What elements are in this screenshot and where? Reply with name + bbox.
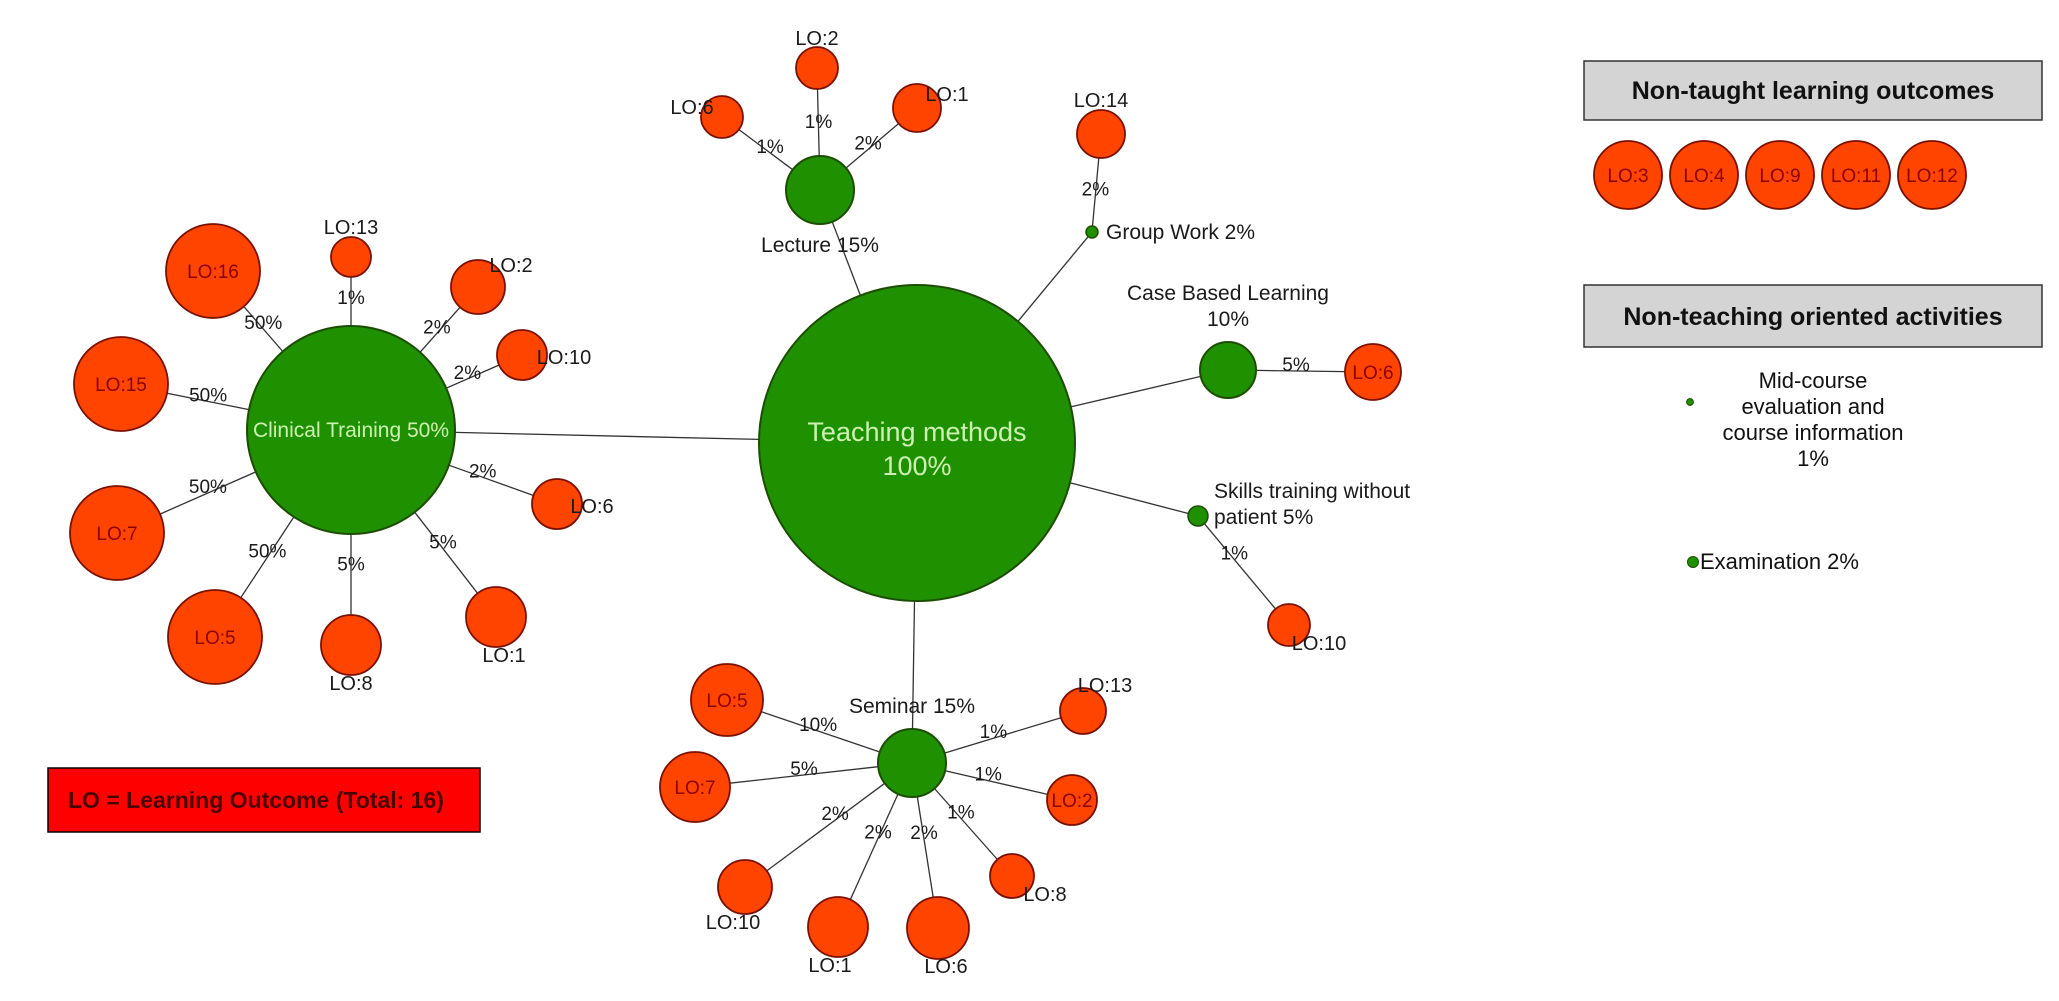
- svg-text:5%: 5%: [429, 533, 457, 554]
- svg-text:LO:6: LO:6: [670, 97, 713, 119]
- svg-text:LO:5: LO:5: [706, 691, 747, 712]
- svg-text:Seminar 15%: Seminar 15%: [849, 695, 975, 718]
- svg-text:Non-taught learning outcomes: Non-taught learning outcomes: [1632, 77, 1995, 105]
- svg-text:LO:7: LO:7: [96, 524, 137, 545]
- svg-text:LO:5: LO:5: [194, 628, 235, 649]
- svg-text:LO:1: LO:1: [808, 955, 851, 977]
- svg-text:50%: 50%: [244, 313, 282, 334]
- svg-text:Non-teaching oriented activiti: Non-teaching oriented activities: [1623, 303, 2002, 331]
- svg-text:LO:14: LO:14: [1074, 90, 1128, 112]
- svg-text:1%: 1%: [805, 112, 833, 133]
- svg-text:2%: 2%: [454, 363, 482, 384]
- svg-text:LO:1: LO:1: [482, 645, 525, 667]
- svg-text:50%: 50%: [248, 541, 286, 562]
- svg-text:LO:1: LO:1: [925, 84, 968, 106]
- svg-text:50%: 50%: [189, 385, 227, 406]
- svg-text:1%: 1%: [756, 137, 784, 158]
- svg-text:LO:8: LO:8: [1023, 884, 1066, 906]
- svg-text:5%: 5%: [1282, 355, 1310, 376]
- svg-text:2%: 2%: [469, 461, 497, 482]
- svg-text:Mid-course: Mid-course: [1759, 368, 1868, 393]
- svg-text:1%: 1%: [980, 722, 1008, 743]
- svg-text:1%: 1%: [1221, 544, 1249, 565]
- svg-text:LO:3: LO:3: [1607, 166, 1648, 187]
- svg-text:LO:11: LO:11: [1831, 166, 1881, 187]
- svg-text:5%: 5%: [337, 555, 365, 576]
- svg-text:LO:10: LO:10: [537, 347, 591, 369]
- svg-text:2%: 2%: [854, 133, 882, 154]
- svg-text:LO:15: LO:15: [95, 375, 147, 396]
- svg-text:LO:10: LO:10: [706, 912, 760, 934]
- svg-text:Group Work 2%: Group Work 2%: [1106, 221, 1255, 244]
- svg-text:LO:6: LO:6: [570, 496, 613, 518]
- svg-text:LO:6: LO:6: [1352, 363, 1393, 384]
- svg-text:LO:2: LO:2: [795, 28, 838, 50]
- svg-text:LO:2: LO:2: [1051, 791, 1092, 812]
- svg-text:LO:13: LO:13: [324, 217, 378, 239]
- svg-text:2%: 2%: [864, 822, 892, 843]
- svg-text:1%: 1%: [1797, 446, 1829, 471]
- svg-text:LO:16: LO:16: [187, 262, 239, 283]
- svg-text:LO:6: LO:6: [924, 956, 967, 978]
- svg-text:LO:12: LO:12: [1906, 166, 1958, 187]
- svg-text:LO:13: LO:13: [1078, 675, 1132, 697]
- svg-text:LO:7: LO:7: [674, 778, 715, 799]
- svg-text:LO = Learning Outcome (Total:: LO = Learning Outcome (Total: 16): [68, 787, 444, 813]
- svg-text:2%: 2%: [1082, 179, 1110, 200]
- svg-text:LO:9: LO:9: [1759, 166, 1800, 187]
- svg-text:Examination 2%: Examination 2%: [1700, 549, 1859, 574]
- svg-text:LO:4: LO:4: [1683, 166, 1725, 187]
- svg-text:LO:10: LO:10: [1292, 633, 1346, 655]
- svg-text:course information: course information: [1723, 420, 1904, 445]
- svg-text:10%: 10%: [799, 715, 837, 736]
- svg-text:Clinical Training 50%: Clinical Training 50%: [253, 419, 449, 442]
- svg-text:1%: 1%: [947, 802, 975, 823]
- svg-text:2%: 2%: [910, 823, 938, 844]
- svg-text:50%: 50%: [189, 477, 227, 498]
- svg-text:5%: 5%: [790, 759, 818, 780]
- svg-text:Lecture 15%: Lecture 15%: [761, 234, 879, 257]
- svg-text:2%: 2%: [821, 804, 849, 825]
- svg-text:evaluation and: evaluation and: [1741, 394, 1884, 419]
- svg-text:LO:2: LO:2: [489, 255, 532, 277]
- svg-text:2%: 2%: [423, 317, 451, 338]
- svg-text:1%: 1%: [974, 765, 1002, 786]
- svg-text:LO:8: LO:8: [329, 673, 372, 695]
- svg-text:1%: 1%: [337, 288, 365, 309]
